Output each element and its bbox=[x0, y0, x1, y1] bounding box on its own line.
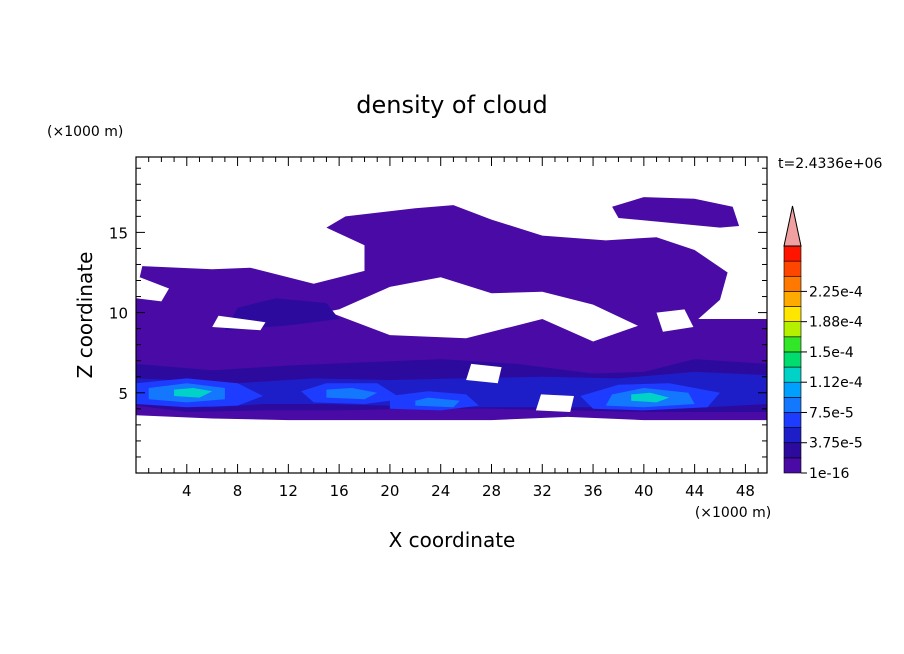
colorbar-swatch bbox=[783, 412, 802, 428]
x-tick-label: 20 bbox=[380, 482, 399, 500]
colorbar-label: 3.75e-5 bbox=[809, 436, 863, 452]
colorbar-swatch bbox=[783, 306, 802, 322]
colorbar-swatch bbox=[783, 291, 802, 307]
colorbar-swatch bbox=[783, 427, 802, 444]
colorbar-swatch bbox=[783, 336, 802, 353]
x-tick-label: 36 bbox=[584, 482, 603, 500]
colorbar-extend-arrow bbox=[783, 205, 802, 247]
clear-gap bbox=[656, 309, 694, 332]
y-axis-unit: (×1000 m) bbox=[47, 124, 123, 140]
y-axis: 5 10 15 bbox=[109, 167, 767, 458]
clear-gap bbox=[212, 315, 266, 331]
x-tick-label: 44 bbox=[685, 482, 704, 500]
colorbar-swatch bbox=[783, 245, 802, 262]
colorbar-swatch bbox=[783, 260, 802, 277]
chart-title: density of cloud bbox=[356, 91, 547, 119]
colorbar-label: 2.25e-4 bbox=[809, 284, 863, 300]
x-tick-label: 32 bbox=[533, 482, 552, 500]
colorbar: 1e-16 3.75e-5 7.5e-5 1.12e-4 1.5e-4 1.88e-4 2.… bbox=[783, 205, 863, 482]
contour-region bbox=[174, 388, 213, 398]
x-axis-unit: (×1000 m) bbox=[695, 505, 771, 521]
y-tick-label: 10 bbox=[109, 305, 128, 323]
plot-frame bbox=[135, 156, 768, 474]
y-axis-title: Z coordinate bbox=[73, 252, 97, 379]
contour-region bbox=[136, 205, 728, 329]
clear-gap bbox=[466, 363, 502, 384]
colorbar-label: 1.88e-4 bbox=[809, 315, 863, 331]
colorbar-label: 1.12e-4 bbox=[809, 375, 863, 391]
colorbar-swatch bbox=[783, 321, 802, 338]
colorbar-swatch bbox=[783, 457, 802, 474]
contour-fills bbox=[136, 197, 767, 421]
x-axis-title: X coordinate bbox=[389, 528, 516, 552]
contour-region bbox=[415, 397, 460, 408]
x-tick-label: 48 bbox=[736, 482, 755, 500]
colorbar-swatch bbox=[783, 351, 802, 368]
x-axis: 4 8 12 16 20 24 28 32 36 40 44 48 bbox=[148, 157, 759, 500]
time-label: t=2.4336e+06 bbox=[778, 156, 882, 172]
colorbar-label: 1e-16 bbox=[809, 466, 849, 482]
clear-gap bbox=[136, 277, 169, 302]
colorbar-swatch bbox=[783, 442, 802, 459]
x-tick-label: 16 bbox=[330, 482, 349, 500]
contour-region bbox=[631, 392, 670, 403]
clear-gap bbox=[535, 394, 574, 412]
x-tick-label: 40 bbox=[634, 482, 653, 500]
contour-region bbox=[612, 197, 740, 228]
x-tick-label: 8 bbox=[233, 482, 243, 500]
contour-region bbox=[326, 388, 378, 400]
y-tick-label: 15 bbox=[109, 224, 128, 242]
colorbar-swatch bbox=[783, 275, 802, 292]
colorbar-swatch bbox=[783, 397, 802, 413]
colorbar-swatch bbox=[783, 381, 802, 398]
x-tick-label: 28 bbox=[482, 482, 501, 500]
x-tick-label: 24 bbox=[431, 482, 450, 500]
colorbar-label: 7.5e-5 bbox=[809, 405, 854, 421]
colorbar-swatch bbox=[783, 366, 802, 383]
x-tick-label: 4 bbox=[182, 482, 192, 500]
y-tick-label: 5 bbox=[118, 385, 128, 403]
x-tick-label: 12 bbox=[279, 482, 298, 500]
clear-gap bbox=[557, 307, 606, 326]
colorbar-label: 1.5e-4 bbox=[809, 345, 854, 361]
